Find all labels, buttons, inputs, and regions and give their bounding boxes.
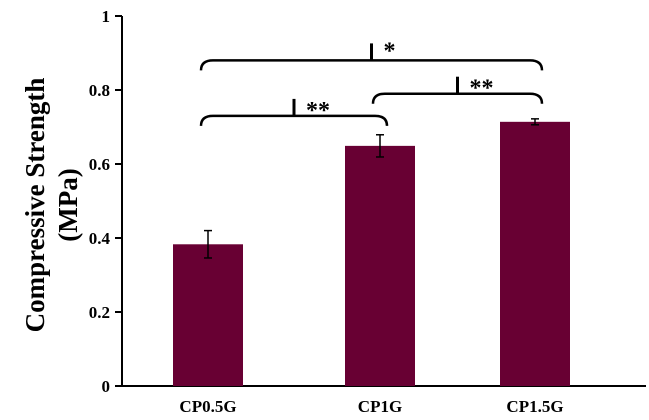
significance-bracket <box>371 92 544 104</box>
x-tick-label: CP1G <box>358 397 402 416</box>
y-tick-label: 0.4 <box>89 229 111 248</box>
y-tick-label: 0.6 <box>89 155 110 174</box>
significance-label: ** <box>306 98 330 124</box>
significance-label: ** <box>470 76 494 102</box>
significance-bracket <box>199 114 389 126</box>
x-tick-label: CP0.5G <box>179 397 236 416</box>
significance-bracket <box>199 59 544 71</box>
x-tick-label: CP1.5G <box>506 397 563 416</box>
y-tick-label: 1 <box>102 7 111 26</box>
bar <box>500 121 570 386</box>
y-tick-label: 0 <box>102 377 111 396</box>
bar <box>345 145 415 386</box>
significance-label: * <box>384 38 396 64</box>
bar <box>173 244 243 386</box>
y-tick-label: 0.2 <box>89 303 110 322</box>
y-tick-label: 0.8 <box>89 81 110 100</box>
